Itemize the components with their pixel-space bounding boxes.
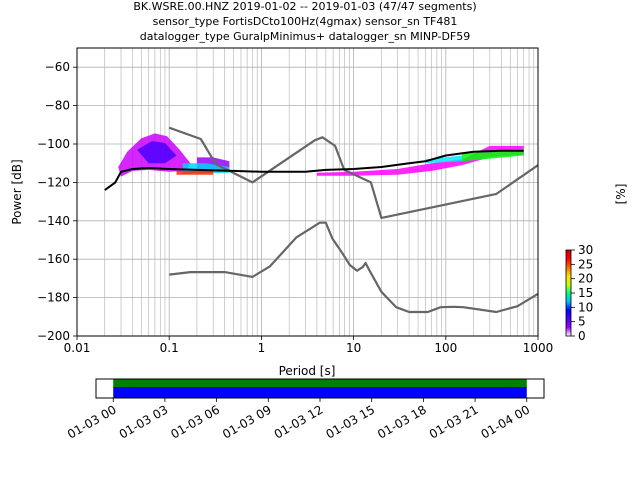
coverage-tick-label: 01-03 12 (272, 402, 326, 441)
high-noise-model-line (168, 126, 538, 219)
pdf-blob (425, 155, 462, 164)
colorbar-tick-label: 0 (578, 329, 586, 343)
y-tick-label: −100 (37, 137, 70, 151)
colorbar (565, 249, 572, 337)
x-tick-label: 0.1 (160, 341, 179, 355)
y-tick-label: −140 (37, 214, 70, 228)
coverage-tick-label: 01-03 15 (323, 402, 377, 441)
colorbar-tick-label: 15 (578, 286, 593, 300)
coverage-tick-label: 01-04 00 (479, 402, 533, 441)
coverage-available-band (113, 387, 527, 398)
title-line-3: datalogger_type GuralpMinimus+ datalogge… (140, 30, 471, 43)
pdf-blob (316, 145, 524, 176)
x-tick-label: 10 (346, 341, 361, 355)
colorbar-tick-label: 20 (578, 272, 593, 286)
pdf-blob (137, 141, 177, 164)
y-axis-label: Power [dB] (10, 159, 24, 224)
noise-model-lines (104, 126, 538, 314)
plot-grid (76, 48, 538, 337)
x-axis-label: Period [s] (279, 364, 336, 378)
low-noise-model-line (169, 221, 538, 314)
x-tick-label: 0.01 (64, 341, 91, 355)
coverage-tick-label: 01-03 00 (65, 402, 119, 441)
x-tick-label: 1000 (523, 341, 554, 355)
y-tick-label: −60 (45, 60, 70, 74)
y-axis-ticks: −60 −80 −100 −120 −140 −160 −180 −200 (37, 60, 77, 343)
coverage-tick-label: 01-03 09 (220, 402, 274, 441)
y-tick-label: −160 (37, 252, 70, 266)
pdf-density (118, 133, 524, 177)
pdf-blob (462, 148, 524, 162)
pdf-blob (176, 170, 214, 175)
y-tick-label: −120 (37, 175, 70, 189)
coverage-used-band (113, 379, 527, 387)
coverage-tick-label: 01-03 18 (375, 402, 429, 441)
coverage-tick-label: 01-03 21 (427, 402, 481, 441)
y-tick-label: −80 (45, 99, 70, 113)
y-tick-label: −200 (37, 329, 70, 343)
colorbar-tick-label: 30 (578, 243, 593, 257)
plot-frame (76, 47, 539, 337)
coverage-bar (95, 378, 545, 399)
x-axis-ticks: 0.01 0.1 1 10 100 1000 (64, 336, 554, 355)
colorbar-label: [%] (614, 184, 628, 205)
colorbar-tick-label: 25 (578, 257, 593, 271)
colorbar-tick-label: 10 (578, 300, 593, 314)
colorbar-tick-label: 5 (578, 315, 586, 329)
coverage-tick-label: 01-03 03 (117, 402, 171, 441)
y-tick-label: −180 (37, 291, 70, 305)
x-tick-label: 1 (258, 341, 266, 355)
coverage-tick-label: 01-03 06 (168, 402, 222, 441)
x-tick-label: 100 (434, 341, 457, 355)
mode-curve-line (104, 149, 524, 191)
title-line-1: BK.WSRE.00.HNZ 2019-01-02 -- 2019-01-03 … (133, 0, 476, 13)
title-line-2: sensor_type FortisDCto100Hz(4gmax) senso… (153, 15, 458, 28)
